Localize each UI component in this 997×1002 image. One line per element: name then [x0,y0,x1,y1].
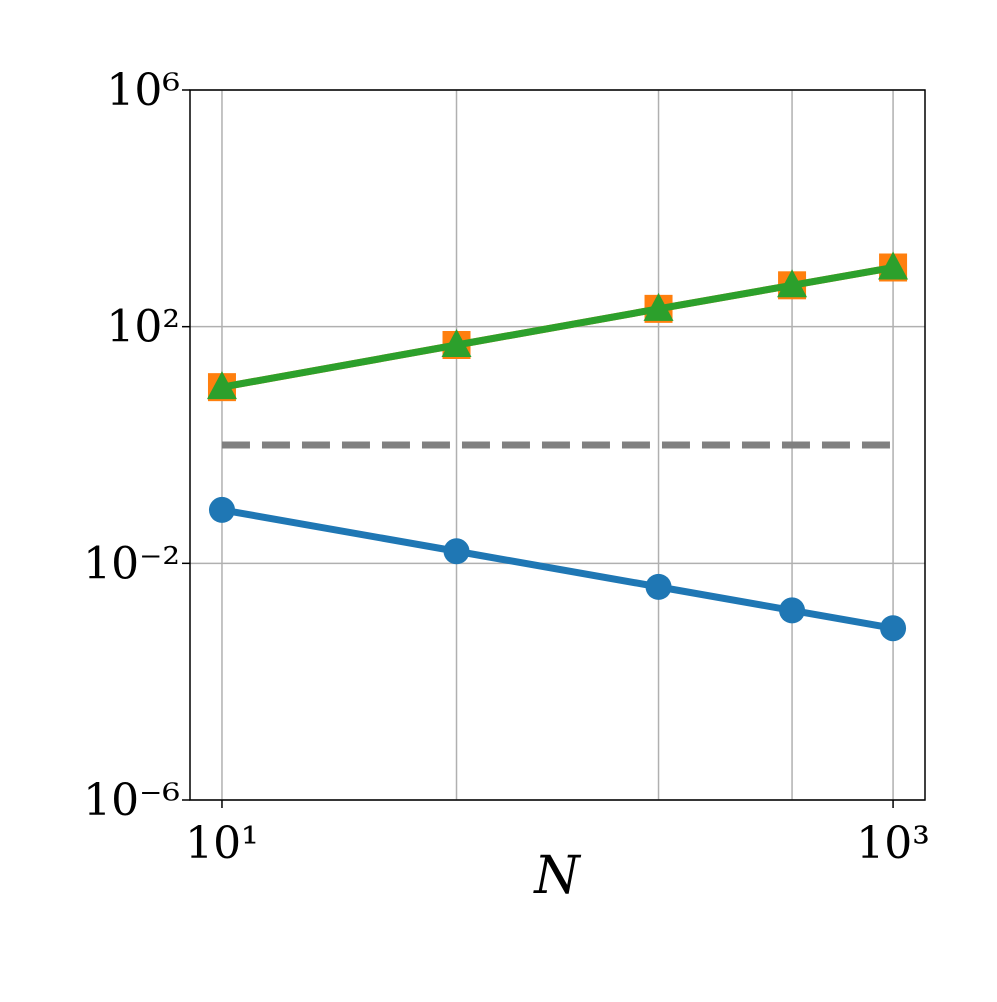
y-tick-label: 10⁻² [83,538,180,589]
x-tick-label: 10¹ [185,818,259,869]
x-tick-label: 10³ [856,818,930,869]
marker [645,573,672,600]
y-tick-label: 10² [106,302,180,353]
y-tick-label: 10⁻⁶ [83,775,180,826]
marker [777,269,808,298]
marker [779,597,806,624]
marker [206,371,237,400]
marker [208,496,235,523]
x-axis-label: N [532,846,581,906]
marker [643,292,674,321]
marker [880,615,907,642]
marker [878,251,909,280]
marker [443,538,470,565]
y-tick-label: 10⁶ [106,65,180,116]
plot-frame [189,89,926,801]
marker [441,328,472,357]
